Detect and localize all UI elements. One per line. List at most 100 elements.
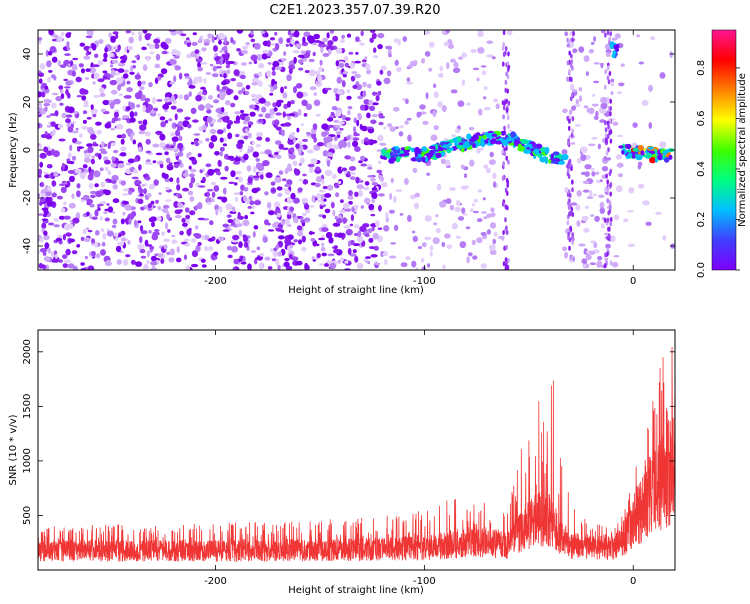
heatmap-cell bbox=[274, 201, 281, 209]
heatmap-cell bbox=[284, 238, 292, 246]
heatmap-cell bbox=[76, 244, 81, 248]
heatmap-cell bbox=[502, 61, 505, 67]
heatmap-cell bbox=[88, 48, 92, 53]
heatmap-cell bbox=[450, 58, 456, 63]
heatmap-cell bbox=[57, 60, 61, 67]
heatmap-cell bbox=[75, 212, 81, 220]
heatmap-cell bbox=[197, 241, 202, 246]
heatmap-cell bbox=[362, 90, 367, 98]
heatmap-cell bbox=[137, 80, 142, 87]
heatmap-cell bbox=[443, 41, 450, 47]
heatmap-cell bbox=[104, 122, 112, 129]
heatmap-cell bbox=[615, 185, 623, 193]
heatmap-cell bbox=[138, 34, 142, 42]
heatmap-cell bbox=[371, 187, 378, 191]
heatmap-cell bbox=[650, 36, 656, 41]
heatmap-cell bbox=[493, 181, 497, 188]
heatmap-cell bbox=[169, 177, 174, 182]
heatmap-cell bbox=[39, 63, 46, 70]
heatmap-cell bbox=[371, 181, 379, 186]
heatmap-cell bbox=[190, 107, 197, 115]
heatmap-cell bbox=[100, 141, 105, 148]
heatmap-cell bbox=[593, 115, 599, 121]
heatmap-cell bbox=[174, 65, 181, 71]
heatmap-x-tick-label: 0 bbox=[630, 276, 636, 287]
heatmap-cell bbox=[570, 202, 578, 206]
heatmap-cell bbox=[254, 258, 258, 265]
heatmap-cell bbox=[79, 42, 86, 47]
heatmap-cell bbox=[203, 78, 207, 84]
heatmap-cell bbox=[173, 163, 180, 169]
heatmap-cell bbox=[102, 58, 108, 62]
heatmap-cell bbox=[433, 91, 439, 99]
heatmap-cell bbox=[136, 104, 141, 108]
heatmap-cell bbox=[367, 83, 372, 89]
heatmap-cell bbox=[164, 37, 172, 44]
heatmap-cell bbox=[621, 150, 625, 155]
heatmap-cell bbox=[96, 203, 104, 207]
heatmap-cell bbox=[332, 144, 340, 150]
heatmap-cell bbox=[410, 147, 416, 153]
heatmap-cell bbox=[233, 69, 240, 77]
heatmap-cell bbox=[202, 95, 206, 101]
heatmap-cell bbox=[219, 93, 225, 101]
heatmap-cell bbox=[123, 47, 128, 52]
heatmap-cell bbox=[195, 245, 201, 252]
heatmap-cell bbox=[246, 151, 250, 154]
heatmap-cell bbox=[310, 158, 318, 165]
heatmap-cell bbox=[637, 183, 645, 189]
heatmap-cell bbox=[316, 142, 324, 147]
heatmap-cell bbox=[610, 41, 615, 46]
heatmap-cell bbox=[383, 126, 387, 130]
heatmap-cell bbox=[77, 147, 81, 152]
heatmap-cell bbox=[369, 30, 376, 33]
heatmap-cell bbox=[288, 153, 296, 160]
heatmap-cell bbox=[82, 110, 88, 114]
heatmap-cell bbox=[267, 40, 271, 48]
snr-y-tick-label: 500 bbox=[22, 506, 33, 525]
heatmap-cell bbox=[343, 225, 351, 229]
heatmap-cell bbox=[616, 162, 624, 168]
heatmap-cell bbox=[124, 95, 132, 99]
heatmap-cell bbox=[44, 131, 48, 135]
heatmap-cell bbox=[584, 171, 590, 178]
heatmap-cell bbox=[503, 125, 506, 131]
heatmap-cell bbox=[175, 257, 182, 263]
heatmap-cell bbox=[236, 82, 243, 88]
heatmap-cell bbox=[566, 115, 569, 121]
heatmap-cell bbox=[138, 164, 142, 171]
heatmap-cell bbox=[491, 56, 496, 60]
heatmap-cell bbox=[183, 94, 189, 101]
heatmap-cell bbox=[603, 263, 607, 269]
heatmap-cell bbox=[166, 251, 171, 255]
heatmap-cell bbox=[59, 64, 67, 68]
heatmap-cell bbox=[570, 206, 574, 212]
heatmap-cell bbox=[122, 73, 129, 79]
heatmap-cell bbox=[377, 90, 382, 96]
heatmap-cell bbox=[364, 197, 371, 204]
heatmap-cell bbox=[115, 237, 119, 242]
heatmap-cell bbox=[227, 219, 234, 223]
heatmap-cell bbox=[567, 160, 571, 166]
heatmap-cell bbox=[218, 50, 224, 53]
heatmap-cell bbox=[133, 219, 138, 227]
heatmap-cell bbox=[66, 161, 72, 164]
heatmap-cell bbox=[583, 227, 590, 233]
heatmap-cell bbox=[594, 215, 600, 222]
heatmap-cell bbox=[375, 220, 380, 228]
heatmap-cell bbox=[133, 111, 138, 117]
heatmap-cell bbox=[61, 254, 68, 259]
heatmap-cell bbox=[339, 127, 344, 131]
heatmap-cell bbox=[67, 152, 72, 159]
heatmap-cell bbox=[69, 60, 74, 67]
heatmap-cell bbox=[220, 176, 228, 180]
heatmap-cell bbox=[567, 202, 571, 208]
heatmap-cell bbox=[478, 140, 482, 145]
heatmap-cell bbox=[505, 145, 508, 151]
heatmap-cell bbox=[214, 151, 220, 156]
heatmap-cell bbox=[213, 185, 220, 192]
heatmap-cell bbox=[402, 36, 408, 42]
heatmap-cell bbox=[262, 49, 270, 54]
heatmap-cell bbox=[112, 31, 119, 35]
